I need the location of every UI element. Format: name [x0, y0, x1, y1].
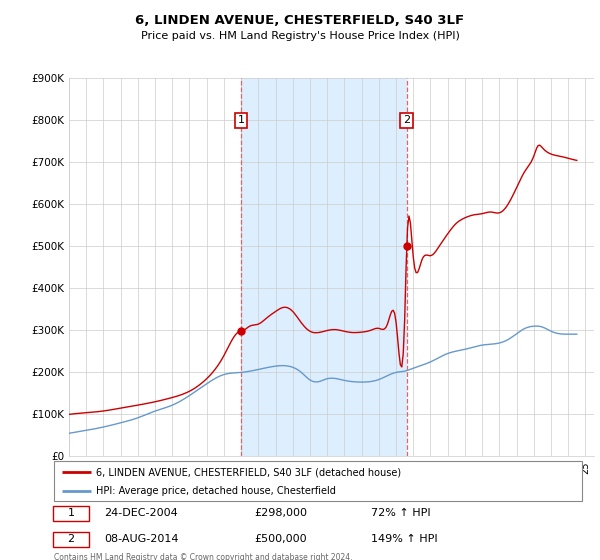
- Text: 149% ↑ HPI: 149% ↑ HPI: [371, 534, 437, 544]
- Text: Contains HM Land Registry data © Crown copyright and database right 2024.
This d: Contains HM Land Registry data © Crown c…: [54, 553, 353, 560]
- FancyBboxPatch shape: [53, 532, 89, 547]
- Text: 6, LINDEN AVENUE, CHESTERFIELD, S40 3LF: 6, LINDEN AVENUE, CHESTERFIELD, S40 3LF: [136, 14, 464, 27]
- Text: 6, LINDEN AVENUE, CHESTERFIELD, S40 3LF (detached house): 6, LINDEN AVENUE, CHESTERFIELD, S40 3LF …: [96, 467, 401, 477]
- Text: 2: 2: [403, 115, 410, 125]
- Text: 72% ↑ HPI: 72% ↑ HPI: [371, 508, 430, 518]
- Text: £500,000: £500,000: [254, 534, 307, 544]
- FancyBboxPatch shape: [53, 506, 89, 521]
- Text: Price paid vs. HM Land Registry's House Price Index (HPI): Price paid vs. HM Land Registry's House …: [140, 31, 460, 41]
- Text: 2: 2: [67, 534, 74, 544]
- Text: HPI: Average price, detached house, Chesterfield: HPI: Average price, detached house, Ches…: [96, 486, 336, 496]
- Text: 1: 1: [67, 508, 74, 518]
- Text: 1: 1: [238, 115, 245, 125]
- Text: £298,000: £298,000: [254, 508, 308, 518]
- FancyBboxPatch shape: [54, 461, 582, 501]
- Bar: [241, 78, 407, 456]
- Text: 08-AUG-2014: 08-AUG-2014: [104, 534, 179, 544]
- Text: 24-DEC-2004: 24-DEC-2004: [104, 508, 178, 518]
